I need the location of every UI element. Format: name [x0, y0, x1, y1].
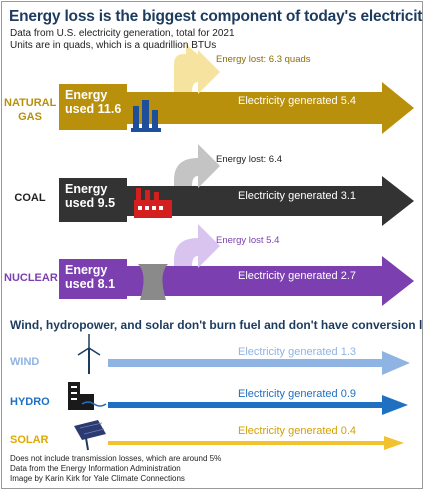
- nuclear-output-arrow: [122, 256, 414, 306]
- coal-label: COAL: [14, 192, 46, 204]
- coal-energy-used-box: Energy used 9.5: [65, 182, 116, 210]
- solar-generated-label: Electricity generated 0.4: [238, 425, 357, 437]
- natural-gas-box-shape: [59, 84, 127, 130]
- nuclear-label: NUCLEAR: [4, 272, 58, 284]
- footnote-3: Image by Karin Kirk for Yale Climate Con…: [10, 474, 185, 483]
- gas-plant-icon: [131, 100, 161, 132]
- natural-gas-output-arrow: [122, 82, 414, 134]
- footnote-1: Does not include transmission losses, wh…: [10, 454, 222, 463]
- natural-gas-energy-used-box: Energy used 11.6: [65, 88, 122, 116]
- nuclear-energy-used-box: Energy used 8.1: [65, 263, 116, 291]
- hydro-generated-label: Electricity generated 0.9: [238, 388, 357, 400]
- natural-gas-curved-loss-arrow: [174, 50, 220, 94]
- hydro-dam-icon: [68, 382, 107, 410]
- hydro-label: HYDRO: [10, 396, 50, 408]
- natural-gas-label: NATURAL GAS: [4, 97, 57, 123]
- natural-gas-loss-label: Energy lost: 6.3 quads: [216, 54, 311, 65]
- page-title: Energy loss is the biggest component of …: [9, 8, 423, 25]
- cooling-tower-icon: [138, 264, 168, 300]
- coal-loss-label: Energy lost: 6.4: [216, 154, 283, 165]
- coal-flow: [122, 176, 414, 226]
- subtitle-line-1: Data from U.S. electricity generation, t…: [10, 28, 235, 39]
- nuclear-flow: [122, 256, 414, 306]
- subtitle-line-2: Units are in quads, which is a quadrilli…: [10, 40, 217, 51]
- footnote-2: Data from the Energy Information Adminis…: [10, 464, 181, 473]
- solar-panel-icon: [74, 420, 106, 451]
- nuclear-box-shape: [59, 259, 127, 299]
- nuclear-generated-label: Electricity generated 2.7: [238, 270, 357, 282]
- solar-output-arrow: [108, 436, 404, 450]
- nuclear-loss-label: Energy lost 5.4: [216, 235, 280, 246]
- coal-curved-loss-arrow: [174, 144, 220, 188]
- coal-plant-icon: [134, 188, 172, 218]
- solar-label: SOLAR: [10, 434, 49, 446]
- wind-turbine-icon: [77, 334, 101, 374]
- hydro-output-arrow: [108, 395, 408, 415]
- coal-box-shape: [59, 178, 127, 222]
- nuclear-curved-loss-arrow: [174, 224, 220, 268]
- coal-generated-label: Electricity generated 3.1: [238, 190, 357, 202]
- coal-output-arrow: [122, 176, 414, 226]
- wind-generated-label: Electricity generated 1.3: [238, 346, 357, 358]
- wind-output-arrow: [108, 351, 410, 375]
- renewables-heading: Wind, hydropower, and solar don't burn f…: [10, 318, 423, 332]
- natural-gas-generated-label: Electricity generated 5.4: [238, 95, 357, 107]
- wind-label: WIND: [10, 356, 40, 368]
